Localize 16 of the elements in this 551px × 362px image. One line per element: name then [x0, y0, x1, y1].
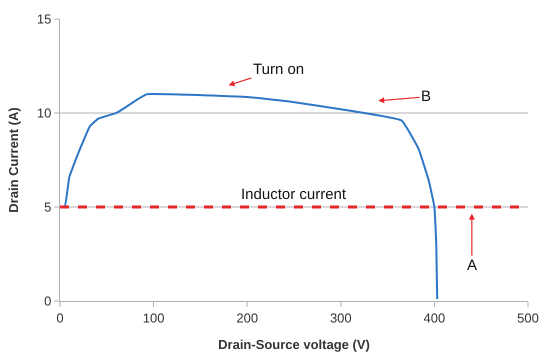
x-tick-label: 0 [56, 310, 64, 326]
x-axis-title: Drain-Source voltage (V) [218, 337, 370, 352]
annotation: Turn on [253, 61, 304, 78]
y-tick-label: 0 [44, 294, 52, 309]
x-tick-label: 100 [142, 310, 164, 326]
y-tick-label: 15 [36, 12, 52, 27]
x-tick-label: 500 [517, 310, 539, 326]
x-tick-label: 200 [236, 310, 258, 326]
y-tick-label: 5 [44, 200, 52, 215]
annotation: A [467, 257, 478, 274]
y-tick-label: 10 [36, 106, 52, 121]
y-axis-title: Drain Current (A) [6, 107, 21, 213]
x-tick-label: 300 [330, 310, 352, 326]
annotation: B [421, 88, 432, 105]
x-tick-label: 400 [424, 310, 446, 326]
ref-line-label: Inductor current [241, 186, 347, 203]
